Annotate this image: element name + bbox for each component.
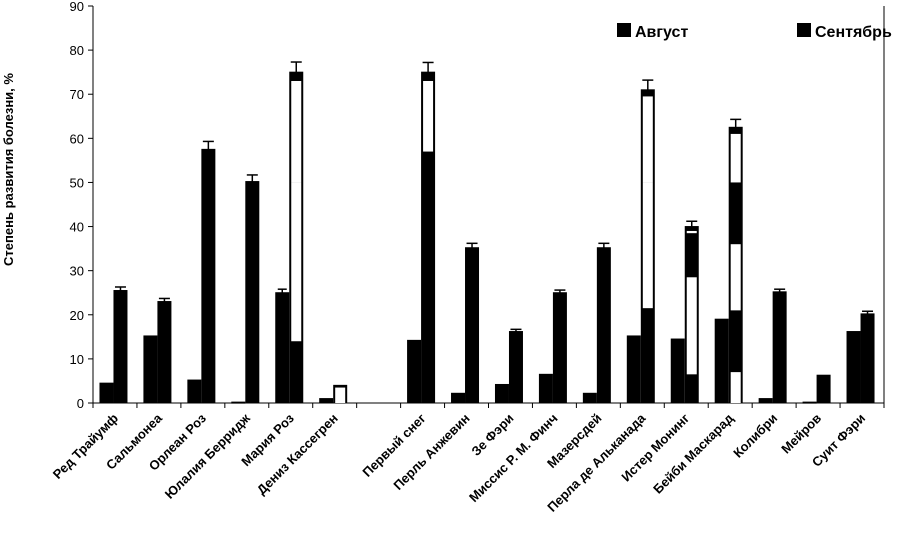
- bar-september: [465, 247, 480, 404]
- x-category-label: Бейби Маскарад: [650, 410, 737, 497]
- bar-august: [319, 398, 334, 404]
- bar-september: [816, 374, 831, 404]
- bar-september-white-segment: [686, 277, 697, 375]
- bar-august: [99, 382, 114, 404]
- bar-august: [407, 339, 422, 404]
- bar-september: [596, 247, 611, 404]
- bar-september: [157, 301, 172, 404]
- y-tick-label: 40: [70, 220, 84, 235]
- bar-august: [582, 392, 597, 404]
- y-tick-label: 30: [70, 264, 84, 279]
- bar-september: [508, 331, 523, 404]
- bar-september: [113, 290, 128, 404]
- x-category-label: Ред Трайумф: [50, 411, 121, 482]
- chart-bars: [99, 61, 875, 404]
- bar-august: [231, 401, 246, 404]
- bar-september-white-segment: [730, 244, 741, 311]
- legend-label: Август: [635, 24, 688, 41]
- bar-august: [714, 318, 729, 404]
- bar-september-white-segment: [335, 387, 346, 403]
- bar-september-white-segment: [291, 182, 302, 342]
- bar-august: [451, 392, 466, 404]
- bar-september: [201, 148, 216, 404]
- bar-august: [143, 335, 158, 404]
- y-tick-label: 70: [70, 87, 84, 102]
- bar-august: [494, 383, 509, 404]
- x-category-label: Колибри: [730, 411, 780, 461]
- bar-august: [670, 338, 685, 404]
- legend-swatch: [797, 23, 811, 37]
- chart-axes: [88, 5, 885, 408]
- y-tick-label: 0: [77, 396, 84, 411]
- y-tick-label: 20: [70, 308, 84, 323]
- chart-legend: Август Сентябрь: [617, 23, 892, 41]
- legend-swatch: [617, 23, 631, 37]
- bar-september-white-segment: [686, 230, 697, 234]
- y-axis-title: Степень развития болезни, %: [1, 73, 16, 266]
- bar-august: [187, 379, 202, 404]
- y-tick-label: 80: [70, 43, 84, 58]
- y-tick-label: 10: [70, 352, 84, 367]
- bar-august: [802, 401, 817, 404]
- bar-september: [860, 313, 875, 404]
- bar-september-white-segment: [291, 80, 302, 183]
- y-tick-label: 60: [70, 131, 84, 146]
- bar-september: [245, 181, 260, 404]
- bar-september-white-segment: [423, 80, 434, 152]
- bar-september: [772, 291, 787, 404]
- bar-august: [626, 335, 641, 404]
- legend-label: Сентябрь: [815, 24, 892, 41]
- x-category-label: Дениз Кассегрен: [254, 411, 341, 498]
- bar-august: [846, 331, 861, 404]
- y-tick-label: 90: [70, 0, 84, 14]
- x-category-label: Перль Анжевин: [390, 411, 472, 493]
- bar-september-white-segment: [730, 372, 741, 403]
- bar-september: [552, 292, 567, 404]
- bar-august: [538, 373, 553, 404]
- bar-september-white-segment: [642, 96, 653, 183]
- bar-august: [758, 398, 773, 404]
- bar-august: [275, 292, 290, 404]
- y-tick-label: 50: [70, 175, 84, 190]
- bar-september-white-segment: [642, 182, 653, 309]
- bar-september-white-segment: [730, 133, 741, 183]
